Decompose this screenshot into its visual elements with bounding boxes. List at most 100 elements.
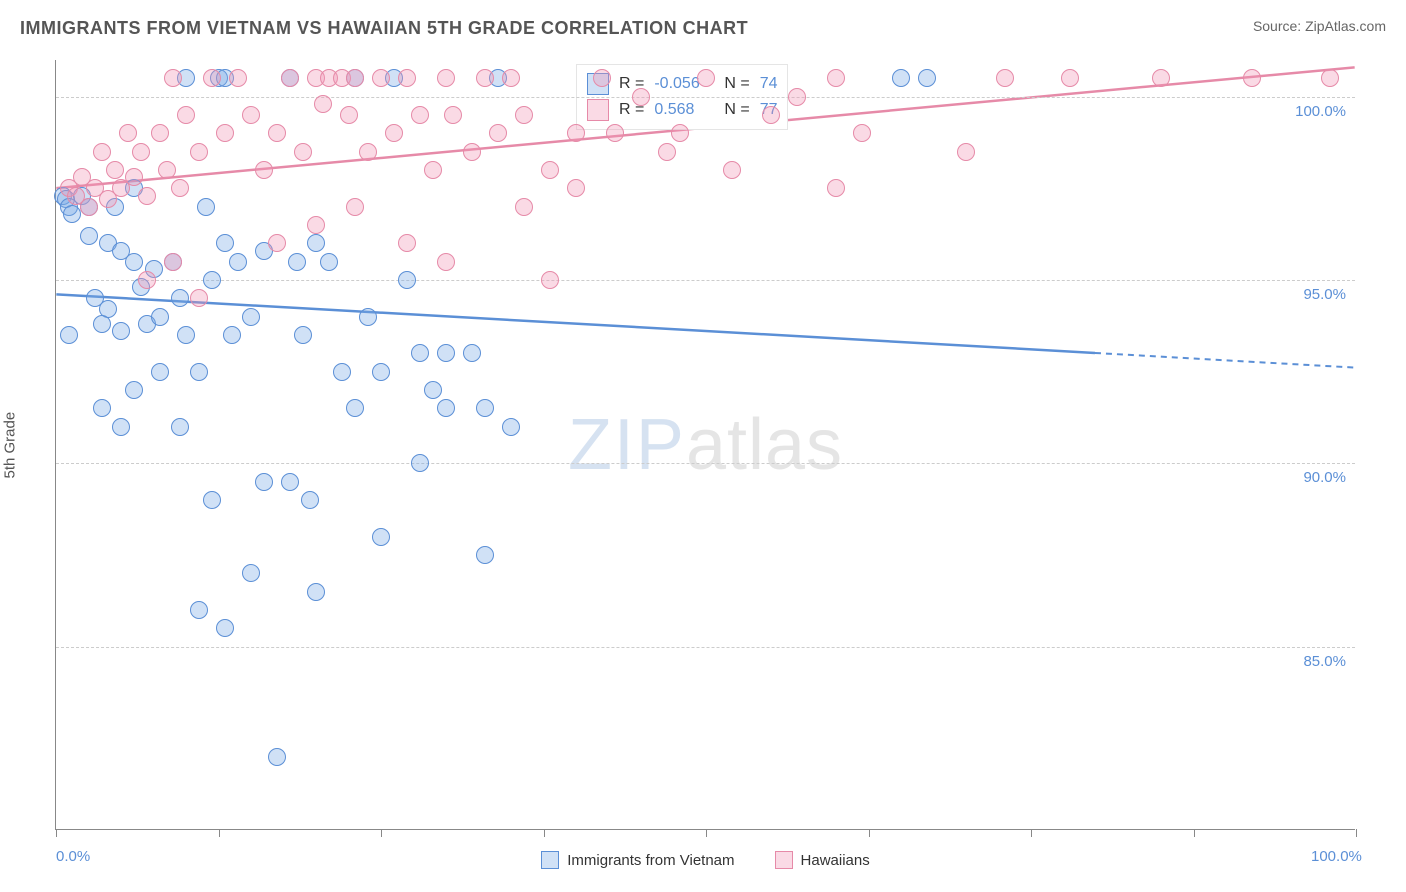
data-point <box>80 227 98 245</box>
data-point <box>242 564 260 582</box>
data-point <box>398 271 416 289</box>
data-point <box>112 418 130 436</box>
data-point <box>372 528 390 546</box>
data-point <box>671 124 689 142</box>
y-tick-label: 100.0% <box>1286 103 1346 120</box>
data-point <box>190 363 208 381</box>
data-point <box>476 399 494 417</box>
n-value: 74 <box>760 75 778 93</box>
data-point <box>541 271 559 289</box>
data-point <box>398 234 416 252</box>
data-point <box>567 124 585 142</box>
data-point <box>151 124 169 142</box>
data-point <box>106 161 124 179</box>
data-point <box>632 88 650 106</box>
chart-container: 5th Grade ZIPatlas R =-0.056N =74R =0.56… <box>0 50 1406 892</box>
data-point <box>788 88 806 106</box>
data-point <box>93 143 111 161</box>
data-point <box>307 234 325 252</box>
data-point <box>112 322 130 340</box>
stats-legend-row: R =-0.056N =74 <box>587 71 777 97</box>
data-point <box>268 234 286 252</box>
stats-legend-row: R =0.568N =77 <box>587 97 777 123</box>
data-point <box>255 161 273 179</box>
x-tick-label: 100.0% <box>1311 848 1362 865</box>
data-point <box>281 473 299 491</box>
y-axis-label: 5th Grade <box>2 412 19 479</box>
data-point <box>385 124 403 142</box>
data-point <box>301 491 319 509</box>
data-point <box>203 491 221 509</box>
data-point <box>203 271 221 289</box>
data-point <box>197 198 215 216</box>
data-point <box>60 326 78 344</box>
x-tick <box>1031 829 1032 837</box>
data-point <box>346 399 364 417</box>
data-point <box>164 253 182 271</box>
data-point <box>93 315 111 333</box>
data-point <box>242 106 260 124</box>
data-point <box>1321 69 1339 87</box>
data-point <box>151 308 169 326</box>
data-point <box>541 161 559 179</box>
data-point <box>853 124 871 142</box>
data-point <box>242 308 260 326</box>
data-point <box>340 106 358 124</box>
data-point <box>125 381 143 399</box>
data-point <box>372 69 390 87</box>
data-point <box>502 418 520 436</box>
x-tick <box>1356 829 1357 837</box>
data-point <box>177 106 195 124</box>
data-point <box>827 179 845 197</box>
data-point <box>294 143 312 161</box>
data-point <box>593 69 611 87</box>
x-tick-label: 0.0% <box>56 848 90 865</box>
data-point <box>93 399 111 417</box>
legend-series-name: Hawaiians <box>801 852 870 869</box>
data-point <box>996 69 1014 87</box>
data-point <box>138 187 156 205</box>
data-point <box>411 344 429 362</box>
data-point <box>437 69 455 87</box>
data-point <box>697 69 715 87</box>
x-tick <box>56 829 57 837</box>
data-point <box>437 344 455 362</box>
gridline <box>56 647 1355 648</box>
y-tick-label: 85.0% <box>1286 653 1346 670</box>
data-point <box>307 583 325 601</box>
data-point <box>314 95 332 113</box>
data-point <box>294 326 312 344</box>
data-point <box>918 69 936 87</box>
y-tick-label: 90.0% <box>1286 469 1346 486</box>
data-point <box>372 363 390 381</box>
plot-area: ZIPatlas R =-0.056N =74R =0.568N =77 Imm… <box>55 60 1355 830</box>
data-point <box>476 546 494 564</box>
data-point <box>307 216 325 234</box>
data-point <box>80 198 98 216</box>
data-point <box>658 143 676 161</box>
data-point <box>1243 69 1261 87</box>
data-point <box>171 179 189 197</box>
data-point <box>125 168 143 186</box>
data-point <box>320 253 338 271</box>
x-tick <box>1194 829 1195 837</box>
data-point <box>489 124 507 142</box>
data-point <box>216 124 234 142</box>
x-tick <box>869 829 870 837</box>
data-point <box>476 69 494 87</box>
data-point <box>346 69 364 87</box>
gridline <box>56 97 1355 98</box>
data-point <box>827 69 845 87</box>
data-point <box>132 143 150 161</box>
data-point <box>333 363 351 381</box>
data-point <box>229 69 247 87</box>
n-label: N = <box>724 101 749 119</box>
data-point <box>177 326 195 344</box>
data-point <box>957 143 975 161</box>
data-point <box>515 198 533 216</box>
data-point <box>567 179 585 197</box>
data-point <box>411 454 429 472</box>
data-point <box>255 473 273 491</box>
data-point <box>359 308 377 326</box>
data-point <box>190 289 208 307</box>
